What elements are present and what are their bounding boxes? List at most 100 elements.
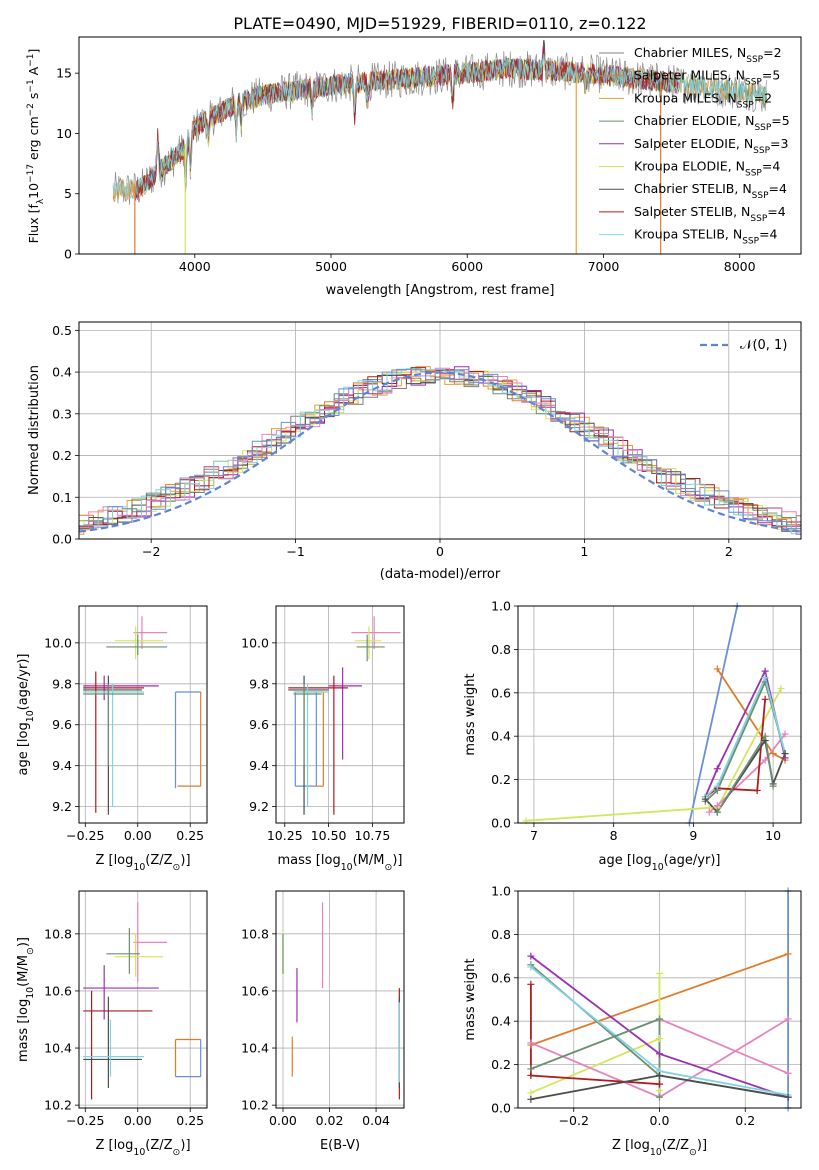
age-vs-metallicity-panel: −0.25 0.00 0.259.29.49.69.810.0Z [log10(Z/… — [16, 605, 208, 873]
x-tick-label: 0.2 — [735, 1113, 755, 1128]
weight-point-marker — [769, 750, 777, 758]
age-vs-mass-panel: 10.25 10.50 10.75 9.2 9.4 9.6 9.8 10.0 mass [log… — [241, 605, 405, 873]
grid — [276, 606, 404, 823]
legend-label: 𝒩(0, 1) — [740, 338, 787, 353]
y-axis-label: mass weight — [463, 673, 478, 755]
y-tick-label: 0.6 — [491, 970, 511, 985]
x-axis-label: mass [log10(M/M⊙)] — [278, 853, 403, 873]
x-tick-label: 10.75 — [355, 828, 391, 843]
y-tick-label: 10.6 — [44, 983, 72, 998]
x-tick-label: 7 — [530, 828, 538, 843]
plot-area — [288, 616, 401, 815]
label-part: Salpeter STELIB, — [634, 204, 741, 219]
y-tick-label: 0.5 — [52, 323, 72, 338]
x-tick-label: 0.00 — [124, 1113, 152, 1128]
axes-frame — [78, 890, 208, 1109]
weight-point-marker — [701, 795, 709, 803]
axes-frame — [78, 321, 802, 540]
weight-point-marker — [761, 667, 769, 675]
label-part: Salpeter ELODIE, — [634, 136, 744, 151]
weight-point-marker — [527, 1089, 535, 1097]
label-part: Z [log — [95, 853, 133, 868]
label-part: 10 — [652, 862, 664, 873]
label-part: 10 — [133, 862, 145, 873]
y-tick-label: 10 — [56, 126, 72, 141]
x-tick-label: 0 — [436, 544, 444, 559]
label-part: SSP — [746, 55, 763, 65]
weight-line — [704, 674, 786, 798]
y-tick-label: 10.6 — [241, 983, 269, 998]
weight-point-marker — [713, 782, 721, 790]
spectrum-line — [112, 53, 768, 200]
label-part: erg cm — [26, 116, 41, 164]
plot-area — [112, 39, 768, 254]
label-part: SSP — [753, 146, 770, 156]
label-part: (age/yr)] — [664, 853, 721, 868]
label-part: E(B-V) — [320, 1138, 360, 1153]
label-part: )] — [392, 853, 402, 868]
label-part: Flux [f — [26, 204, 41, 244]
label-part: (age/yr)] — [16, 654, 31, 711]
y-tick-label: 0.2 — [491, 1057, 511, 1072]
y-axis-label: age [log10(age/yr)] — [16, 654, 36, 776]
label-part: =5 — [771, 113, 789, 128]
weight-point-marker — [527, 980, 535, 988]
label-part: Kroupa MILES, — [634, 90, 727, 105]
label-part: 10 — [650, 1147, 662, 1158]
label-part: N — [736, 159, 745, 174]
weight-point-marker — [527, 1095, 535, 1103]
weight-line — [659, 1018, 789, 1075]
y-tick-label: 9.8 — [52, 676, 72, 691]
weight-point-marker — [713, 665, 721, 673]
legend-label: Kroupa MILES, NSSP=2 — [634, 90, 772, 110]
histogram-series — [79, 370, 801, 531]
y-tick-label: 5 — [64, 186, 72, 201]
label-part: )] — [180, 853, 190, 868]
label-part: 10 — [133, 1147, 145, 1158]
label-part: N — [737, 45, 746, 60]
weight-point-marker — [781, 730, 789, 738]
label-part: Kroupa STELIB, — [634, 227, 733, 242]
y-tick-label: 10.8 — [241, 926, 269, 941]
x-tick-label: 8000 — [724, 259, 756, 274]
histogram-series — [79, 371, 801, 531]
label-part: =4 — [762, 159, 780, 174]
label-part: N — [736, 68, 745, 83]
y-tick-label: 0.6 — [491, 685, 511, 700]
x-tick-label: 9 — [689, 828, 697, 843]
y-tick-label: 0.4 — [491, 1014, 511, 1029]
mass-vs-extinction-panel: 0.00 0.02 0.04 10.2 10.4 10.6 10.8 E(B-V) — [241, 890, 405, 1153]
label-part: N — [745, 113, 754, 128]
grid — [79, 891, 207, 1108]
x-tick-label: −2 — [142, 544, 160, 559]
label-part: )] — [697, 1138, 707, 1153]
spectrum-line — [134, 46, 679, 200]
y-tick-label: 9.8 — [249, 676, 269, 691]
grid — [79, 606, 207, 823]
label-part: SSP — [745, 169, 762, 179]
label-part: ⊙ — [25, 947, 36, 955]
y-tick-label: 0.4 — [491, 729, 511, 744]
y-tick-label: 10.0 — [44, 635, 72, 650]
y-tick-label: 15 — [56, 66, 72, 81]
weight-point-marker — [705, 808, 713, 816]
weight-point-marker — [656, 969, 663, 977]
weight-point-marker — [777, 684, 785, 692]
axes-frame — [78, 36, 802, 255]
weight-point-marker — [769, 782, 777, 790]
x-tick-label: 0.25 — [176, 1113, 204, 1128]
y-tick-label: 9.6 — [249, 717, 269, 732]
y-tick-label: 0.0 — [491, 816, 511, 831]
y-axis-label: mass weight — [463, 958, 478, 1040]
y-tick-label: 0.4 — [52, 365, 72, 380]
y-tick-label: 0.2 — [52, 448, 72, 463]
weight-point-marker — [713, 808, 721, 816]
label-part: Salpeter MILES, — [634, 68, 736, 83]
histogram-series — [79, 367, 801, 535]
x-tick-label: 10 — [765, 828, 781, 843]
legend-label: Chabrier ELODIE, NSSP=5 — [634, 113, 790, 133]
weight-point-marker — [753, 786, 761, 794]
label-part: −2 — [26, 103, 36, 116]
label-part: Chabrier STELIB, — [634, 181, 742, 196]
